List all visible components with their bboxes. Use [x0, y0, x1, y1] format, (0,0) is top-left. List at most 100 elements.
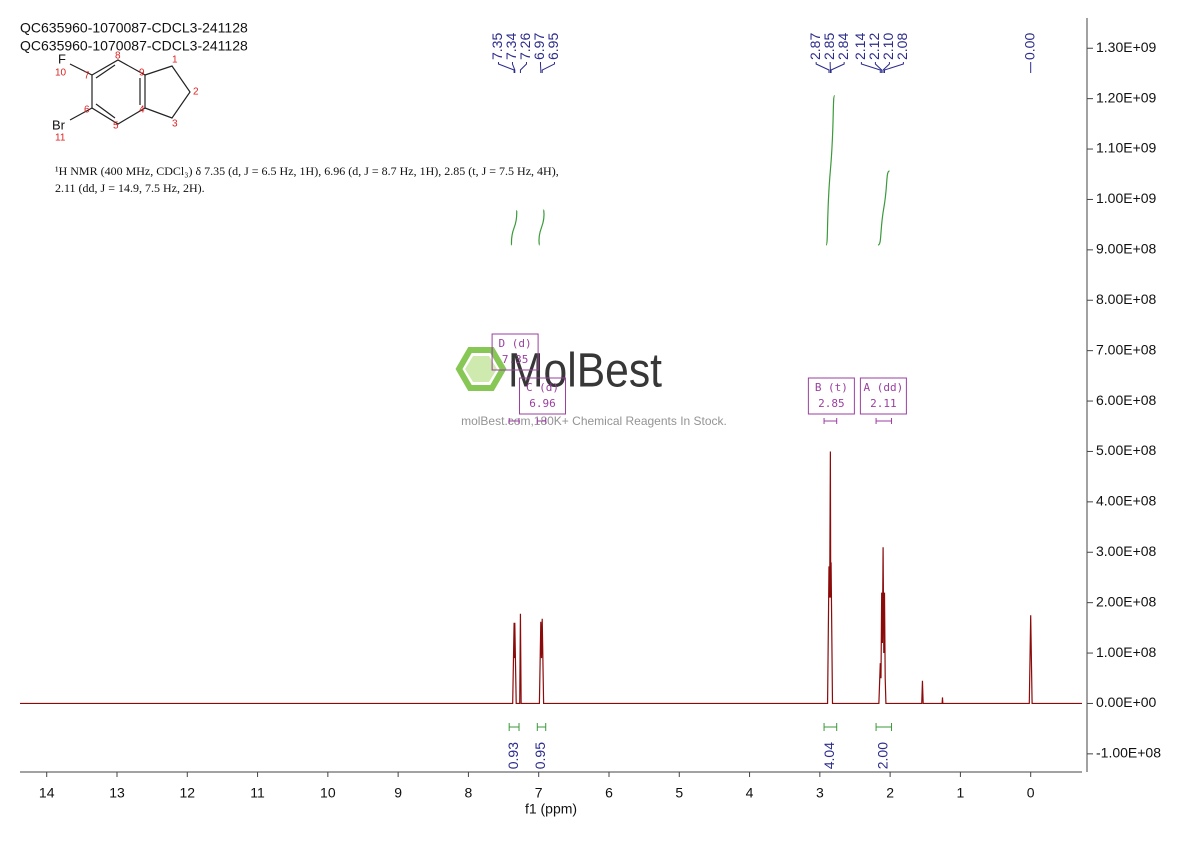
x-tick-label: 8	[465, 785, 473, 801]
peak-label: 2.14	[852, 33, 868, 60]
nmr-description: ¹H NMR (400 MHz, CDCl₃) δ 7.35 (d, J = 6…	[55, 164, 559, 178]
peak-label: 0.00	[1021, 33, 1037, 60]
y-tick-label: 1.20E+09	[1096, 89, 1157, 105]
peak-connector	[860, 62, 881, 73]
bond	[95, 64, 116, 79]
peak-connector	[884, 62, 904, 73]
integral-curve	[510, 209, 518, 246]
y-tick-label: 6.00E+08	[1096, 392, 1157, 408]
peak-label: 7.26	[517, 33, 533, 60]
integral-label: 0.95	[532, 742, 548, 769]
multiplet-shift: 7.35	[502, 353, 529, 366]
integral-label: 4.04	[821, 742, 837, 769]
y-tick-label: 1.00E+08	[1096, 644, 1157, 660]
y-tick-label: 1.30E+09	[1096, 39, 1157, 55]
peak-connector	[815, 62, 830, 73]
x-tick-label: 13	[109, 785, 125, 801]
atom-number: 11	[55, 133, 66, 144]
atom-number: 7	[84, 71, 90, 82]
atom-number: 6	[84, 105, 90, 116]
y-tick-label: 9.00E+08	[1096, 241, 1157, 257]
multiplet-box	[807, 377, 855, 415]
peak-connector	[882, 62, 890, 73]
atom-number: 1	[172, 55, 178, 66]
x-tick-label: 6	[605, 785, 613, 801]
atom-number: 5	[113, 121, 119, 132]
bond	[69, 107, 93, 121]
x-tick-label: 7	[535, 785, 543, 801]
ring	[91, 59, 146, 125]
peak-label: 2.85	[821, 33, 837, 60]
peak-label: 7.34	[503, 33, 519, 60]
integral-curve	[538, 209, 545, 246]
y-tick-label: 5.00E+08	[1096, 442, 1157, 458]
integral-curve	[825, 94, 836, 246]
multiplet-range	[875, 418, 893, 424]
x-tick-label: 10	[320, 785, 336, 801]
watermark-brand: MolBest	[508, 345, 662, 398]
peak-label: 2.08	[894, 33, 910, 60]
multiplet-shift: 2.11	[870, 397, 897, 410]
x-tick-label: 11	[250, 785, 265, 801]
multiplet-box	[519, 377, 567, 415]
x-tick-label: 3	[816, 785, 824, 801]
peak-connector	[497, 62, 515, 73]
y-tick-label: 0.00E+00	[1096, 694, 1157, 710]
spectrum	[20, 451, 1082, 705]
integral-label: 0.93	[505, 742, 521, 769]
multiplet-range	[823, 418, 838, 424]
atom-number: 8	[115, 51, 121, 62]
bond	[95, 103, 116, 119]
multiplet-name: A (dd)	[864, 381, 904, 394]
atom-number: 2	[193, 87, 199, 98]
y-tick-label: -1.00E+08	[1096, 745, 1161, 761]
x-tick-label: 14	[39, 785, 55, 801]
y-tick-label: 4.00E+08	[1096, 493, 1157, 509]
peak-connector	[541, 62, 555, 73]
integral-range	[823, 723, 838, 731]
peak-label: 2.10	[880, 33, 896, 60]
atom-number: 10	[55, 68, 67, 79]
x-tick-label: 1	[957, 785, 965, 801]
integral-curve	[877, 170, 890, 246]
y-tick-label: 7.00E+08	[1096, 341, 1157, 357]
watermark-tagline: molBest.com,180K+ Chemical Reagents In S…	[461, 414, 727, 428]
integral-range	[508, 723, 520, 731]
peak-connector	[874, 62, 883, 73]
x-axis-label: f1 (ppm)	[525, 801, 577, 817]
peak-label: 2.87	[807, 33, 823, 60]
x-tick-label: 12	[179, 785, 195, 801]
peak-connector	[519, 62, 527, 73]
multiplet-name: B (t)	[815, 381, 848, 394]
y-tick-label: 1.10E+09	[1096, 140, 1157, 156]
peak-connector	[830, 62, 845, 73]
peak-label: 7.35	[489, 33, 505, 60]
x-tick-label: 5	[675, 785, 683, 801]
peak-label: 6.97	[531, 33, 547, 60]
multiplet-name: C (d)	[526, 381, 559, 394]
atom: Br	[52, 117, 66, 132]
atom-number: 9	[139, 68, 145, 79]
peak-label: 2.12	[866, 33, 882, 60]
y-tick-label: 3.00E+08	[1096, 543, 1157, 559]
x-tick-label: 9	[394, 785, 402, 801]
atom-number: 3	[172, 119, 178, 130]
logo	[465, 356, 497, 382]
peak-label: 6.95	[545, 33, 561, 60]
x-tick-label: 0	[1027, 785, 1035, 801]
watermark: MolBest molBest.com,180K+ Chemical Reage…	[455, 345, 727, 428]
integral-range	[536, 723, 547, 731]
integral-range	[875, 723, 893, 731]
multiplet-name: D (d)	[499, 337, 532, 350]
multiplet-range	[508, 418, 520, 424]
integral-label: 2.00	[875, 742, 891, 769]
multiplet-shift: 6.96	[529, 397, 556, 410]
atom: F	[58, 51, 66, 66]
x-tick-label: 4	[746, 785, 754, 801]
peak-connector	[511, 62, 516, 73]
multiplet-box	[859, 377, 907, 415]
ring	[144, 65, 191, 119]
title: QC635960-1070087-CDCL3-241128	[20, 20, 248, 36]
title: QC635960-1070087-CDCL3-241128	[20, 38, 248, 54]
